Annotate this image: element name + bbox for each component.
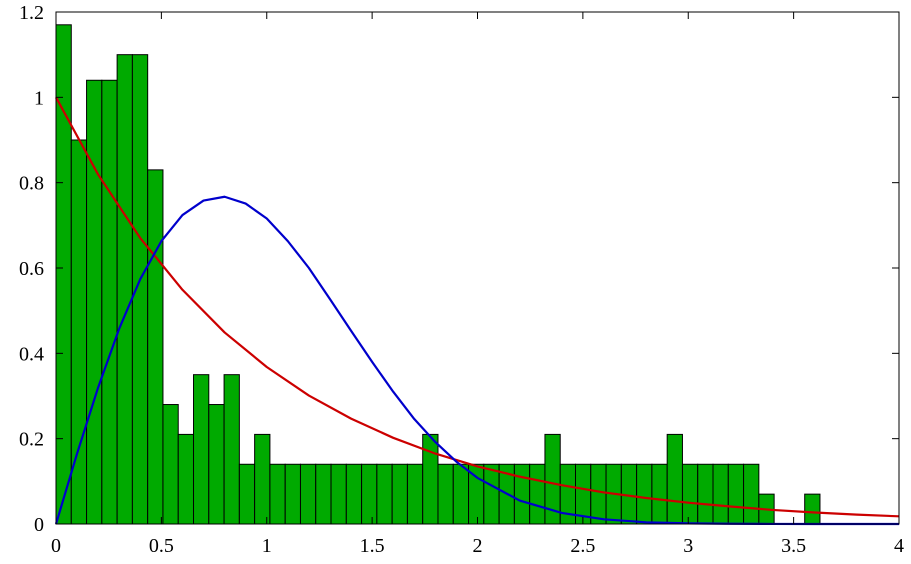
- histogram-bar: [147, 169, 164, 525]
- histogram-bar: [804, 493, 821, 525]
- histogram-bar: [743, 463, 760, 525]
- histogram-bar: [666, 433, 683, 525]
- histogram-bar: [345, 463, 363, 525]
- x-tick-label: 2.5: [570, 535, 595, 557]
- histogram-bar: [254, 433, 271, 525]
- x-tick-label: 1.5: [360, 535, 385, 557]
- histogram-bar: [269, 463, 286, 525]
- histogram-bar: [422, 433, 439, 525]
- histogram-bar: [315, 463, 332, 525]
- histogram-bar: [101, 79, 118, 525]
- histogram-bar: [483, 463, 500, 525]
- histogram-bar: [452, 463, 470, 525]
- histogram-bar: [116, 54, 133, 525]
- histogram-bar: [299, 463, 317, 525]
- histogram-bar: [361, 463, 378, 525]
- x-tick-label: 0: [51, 535, 61, 557]
- y-tick-label: 0: [34, 514, 44, 536]
- y-tick-label: 1.2: [19, 2, 44, 24]
- histogram-bar: [131, 54, 149, 525]
- histogram-bar: [437, 463, 454, 525]
- y-tick-label: 0.6: [19, 258, 44, 280]
- histogram-bar: [406, 463, 424, 525]
- histogram-bar: [391, 463, 408, 525]
- histogram-bar: [330, 463, 347, 525]
- x-tick-label: 4: [894, 535, 904, 557]
- histogram-bar: [208, 404, 225, 525]
- y-tick-label: 0.4: [19, 343, 44, 365]
- x-tick-label: 3.5: [781, 535, 806, 557]
- x-tick-label: 2: [473, 535, 483, 557]
- axis-ticks: [55, 11, 900, 525]
- histogram-bar: [651, 463, 668, 525]
- histogram-bar: [223, 374, 240, 525]
- histogram-bar: [697, 463, 714, 525]
- histogram-bar: [590, 463, 607, 525]
- x-tick-label: 1: [262, 535, 272, 557]
- tick-labels: 0 0.5 1 1.5 2 2.5 3 3.5 4 0 0.2 0.4 0.6 0.8 1 1.2: [19, 2, 904, 557]
- x-tick-label: 3: [683, 535, 693, 557]
- histogram-bar: [513, 463, 531, 525]
- histogram-bar: [162, 404, 179, 525]
- histogram-bar: [727, 463, 745, 525]
- histogram-bar: [712, 463, 729, 525]
- histogram-bar: [681, 463, 699, 525]
- histogram-bar: [376, 463, 393, 525]
- y-tick-label: 1: [34, 87, 44, 109]
- histogram-bar: [193, 374, 210, 525]
- x-tick-label: 0.5: [149, 535, 174, 557]
- histogram-bar: [636, 463, 653, 525]
- y-tick-label: 0.8: [19, 173, 44, 195]
- histogram-bar: [238, 463, 256, 525]
- histogram-bar: [86, 79, 103, 525]
- series-line-1: [55, 96, 900, 518]
- histogram-bar: [177, 433, 195, 525]
- y-tick-label: 0.2: [19, 429, 44, 451]
- histogram-bar: [284, 463, 301, 525]
- histogram-bar: [529, 463, 546, 525]
